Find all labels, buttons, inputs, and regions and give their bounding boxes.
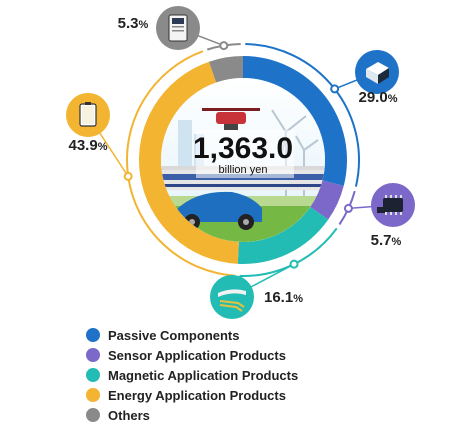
legend-label: Others: [108, 407, 150, 423]
slice-magnetic-application-products: [237, 206, 329, 264]
segment-callouts: 29.0% 5.7% 16.1% 43.9% 5.3%: [66, 6, 415, 319]
ring-dot-magnetic-application-products: [289, 259, 299, 269]
legend-item-energy-application-products: Energy Application Products: [86, 385, 298, 405]
chart-legend: Passive Components Sensor Application Pro…: [86, 325, 298, 425]
ring-dot-energy-application-products: [123, 171, 133, 181]
legend-label: Passive Components: [108, 327, 240, 343]
magnetic-head-icon: [210, 275, 254, 319]
value-label-energy-application-products: 43.9%: [69, 137, 108, 154]
center-unit-label: billion yen: [219, 164, 268, 176]
sensor-chip-icon: [371, 183, 415, 227]
value-label-passive-components: 29.0%: [359, 89, 398, 106]
ring-dot-others: [219, 41, 229, 51]
legend-item-others: Others: [86, 405, 298, 425]
legend-swatch: [86, 368, 100, 382]
legend-label: Magnetic Application Products: [108, 367, 299, 383]
slice-passive-components: [243, 56, 348, 186]
legend-swatch: [86, 388, 100, 402]
ring-dot-sensor-application-products: [343, 203, 353, 213]
car-icon: [176, 191, 262, 230]
legend-swatch: [86, 348, 100, 362]
legend-item-sensor-application-products: Sensor Application Products: [86, 345, 298, 365]
ring-dot-passive-components: [330, 84, 340, 94]
battery-icon: [66, 93, 110, 137]
legend-label: Energy Application Products: [108, 387, 286, 403]
value-label-sensor-application-products: 5.7%: [371, 232, 402, 249]
drone-icon: [202, 108, 260, 130]
legend-swatch: [86, 408, 100, 422]
slice-sensor-application-products: [310, 180, 344, 220]
center-total-value: 1,363.0: [193, 132, 293, 165]
legend-swatch: [86, 328, 100, 342]
slice-energy-application-products: [138, 61, 239, 264]
donut-slices: [138, 56, 348, 264]
legend-label: Sensor Application Products: [108, 347, 286, 363]
value-label-others: 5.3%: [118, 15, 149, 32]
chip-component-icon: [355, 50, 399, 94]
slice-others: [209, 56, 243, 83]
value-label-magnetic-application-products: 16.1%: [264, 289, 303, 306]
legend-item-magnetic-application-products: Magnetic Application Products: [86, 365, 298, 385]
storage-device-icon: [156, 6, 200, 50]
legend-item-passive-components: Passive Components: [86, 325, 298, 345]
